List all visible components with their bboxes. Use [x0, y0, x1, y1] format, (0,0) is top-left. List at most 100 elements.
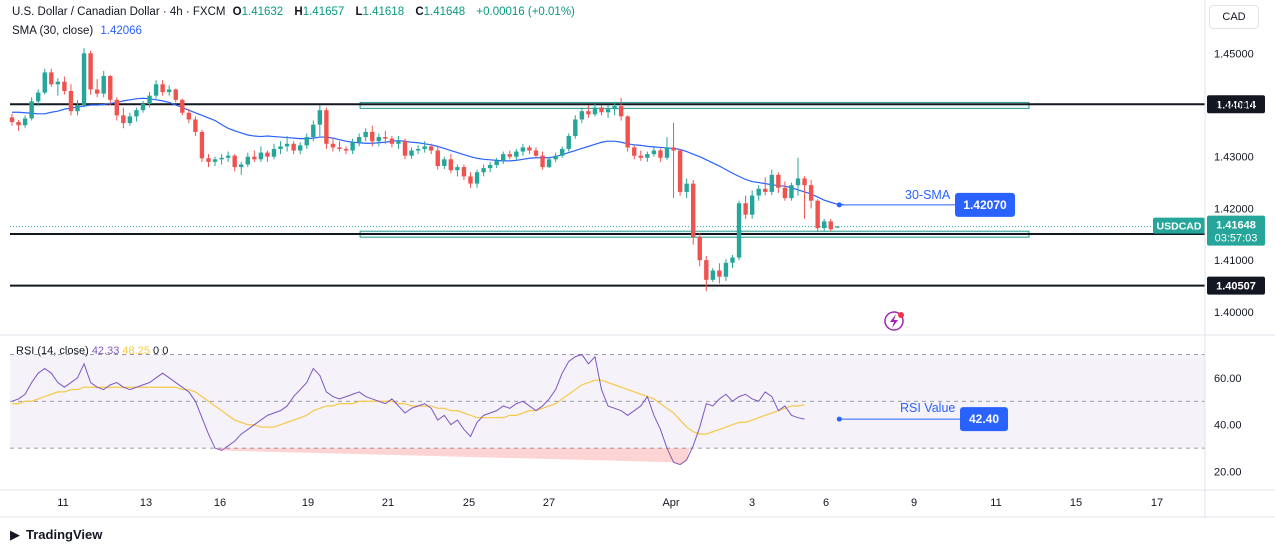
- sma-annotation-label[interactable]: 30-SMA: [905, 188, 951, 202]
- sma-callout-dot: [836, 202, 842, 208]
- candle: [632, 145, 637, 160]
- candle: [396, 136, 401, 149]
- candle: [121, 107, 126, 129]
- candle: [507, 150, 512, 160]
- candle-body: [651, 150, 657, 155]
- candle-body: [586, 111, 591, 115]
- candle-body: [763, 188, 768, 192]
- candle-body: [461, 167, 467, 177]
- candle-body: [62, 81, 67, 92]
- candle: [710, 267, 716, 282]
- candle-body: [691, 183, 696, 237]
- price-tick-label: 1.45000: [1214, 48, 1254, 60]
- candle: [370, 125, 375, 147]
- candle-body: [671, 147, 676, 151]
- candle-body: [298, 145, 303, 151]
- sr-zone[interactable]: [359, 101, 1030, 109]
- candle: [586, 105, 591, 118]
- tradingview-logo[interactable]: ▶ TradingView: [10, 527, 102, 543]
- candle-body: [815, 200, 820, 229]
- sma-annotation-tag[interactable]: [955, 192, 1015, 217]
- candle: [671, 122, 676, 199]
- candlesticks: [9, 48, 840, 292]
- level-price-tag: [1207, 95, 1265, 114]
- rsi-oversold-fill: [218, 448, 690, 465]
- candle: [429, 143, 434, 155]
- candle: [618, 97, 624, 121]
- candle-body: [455, 167, 460, 171]
- candle-body: [501, 154, 506, 161]
- candle-body: [487, 165, 493, 169]
- candle: [173, 88, 178, 103]
- candle-body: [212, 159, 218, 162]
- candle: [468, 172, 473, 188]
- candle: [487, 161, 493, 173]
- candle: [186, 109, 192, 124]
- candle: [62, 76, 67, 95]
- candle-body: [278, 146, 283, 149]
- candle: [180, 98, 185, 116]
- candle-body: [599, 107, 604, 113]
- candle: [160, 80, 165, 96]
- candle-body: [140, 103, 146, 111]
- candle: [140, 100, 146, 113]
- candle: [291, 141, 296, 155]
- candle: [298, 142, 303, 155]
- rsi-legend[interactable]: RSI (14, close) 42.33 48.25 0 0: [16, 345, 168, 357]
- candle: [802, 176, 807, 219]
- candle-body: [835, 226, 840, 228]
- countdown-label: 03:57:03: [1215, 233, 1258, 245]
- annotations[interactable]: 30-SMA 1.42070 RSI Value 42.40: [836, 188, 1015, 432]
- candle-body: [376, 137, 381, 142]
- candle-body: [415, 148, 421, 151]
- rsi-background: [10, 354, 1205, 449]
- candle: [383, 130, 388, 144]
- time-tick-label: 25: [463, 497, 475, 509]
- candle-body: [193, 119, 198, 132]
- candle: [153, 80, 159, 99]
- symbol-title[interactable]: U.S. Dollar / Canadian Dollar · 4h · FXC…: [12, 6, 226, 18]
- candle-body: [507, 154, 512, 157]
- candle-body: [717, 270, 722, 277]
- candle-body: [769, 174, 774, 192]
- candle-body: [16, 122, 21, 126]
- candle: [645, 151, 650, 162]
- lightning-icon[interactable]: [884, 311, 904, 331]
- candle-body: [618, 106, 624, 117]
- rsi-series: [11, 353, 805, 466]
- candle-body: [448, 159, 454, 171]
- candle: [776, 172, 781, 193]
- candle-body: [795, 178, 801, 186]
- currency-button[interactable]: CAD: [1209, 5, 1259, 29]
- candle: [330, 138, 336, 152]
- sma-legend[interactable]: SMA (30, close) 1.42066: [12, 25, 146, 37]
- price-tick-label: 1.43000: [1214, 152, 1254, 164]
- candle: [422, 141, 427, 153]
- candle-body: [442, 159, 447, 167]
- rsi-annotation-tag[interactable]: [960, 407, 1008, 432]
- rsi-annotation-label[interactable]: RSI Value: [900, 401, 955, 415]
- current-price-tag: [1207, 215, 1265, 246]
- axes: 1.45000 1.44000 1.43000 1.42000 1.41000 1.400…: [0, 0, 1275, 518]
- candle-body: [579, 111, 585, 120]
- time-tick-label: 3: [749, 497, 755, 509]
- level-price-label: 1.44014: [1216, 99, 1257, 111]
- candle: [828, 218, 833, 232]
- candle: [271, 143, 277, 160]
- candle: [167, 85, 172, 96]
- candle-body: [258, 152, 264, 160]
- candle-body: [68, 91, 74, 112]
- candle: [730, 255, 735, 268]
- candle: [265, 150, 270, 162]
- time-tick-label: 9: [911, 497, 917, 509]
- horizontal-levels[interactable]: 1.440141.415071.40507USDCAD1.4164803:57:…: [10, 95, 1265, 295]
- candle: [324, 107, 329, 149]
- candle: [212, 156, 218, 167]
- time-tick-label: 27: [543, 497, 555, 509]
- candle: [134, 107, 139, 122]
- candle-body: [743, 203, 748, 215]
- candle: [356, 133, 362, 147]
- candle-body: [736, 203, 742, 258]
- candle-body: [435, 150, 440, 167]
